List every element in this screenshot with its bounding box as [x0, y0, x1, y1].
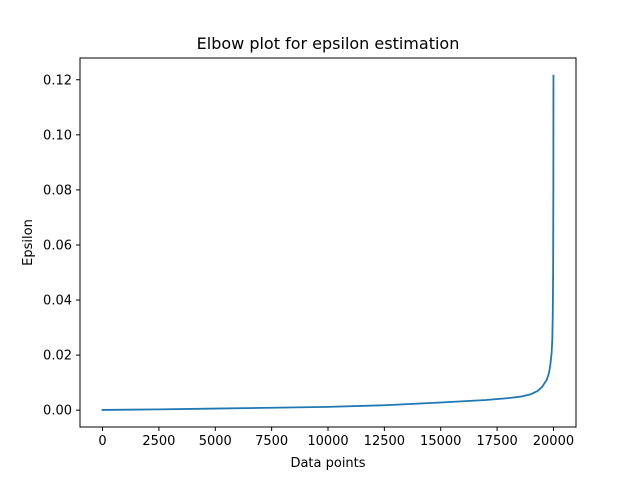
y-tick-label: 0.12 — [43, 73, 72, 88]
y-axis-label: Epsilon — [21, 219, 36, 266]
x-tick-label: 10000 — [307, 434, 348, 449]
x-tick-label: 20000 — [533, 434, 574, 449]
series-line — [101, 74, 555, 411]
y-tick-label: 0.10 — [43, 128, 72, 143]
x-tick-label: 5000 — [199, 434, 232, 449]
x-tick-label: 0 — [98, 434, 106, 449]
y-tick-label: 0.06 — [43, 238, 72, 253]
x-tick-label: 17500 — [476, 434, 517, 449]
x-tick-label: 2500 — [142, 434, 175, 449]
y-tick-label: 0.08 — [43, 183, 72, 198]
y-tick-label: 0.02 — [43, 349, 72, 364]
chart-title: Elbow plot for epsilon estimation — [197, 34, 460, 53]
x-axis-label: Data points — [290, 456, 365, 471]
plot-frame — [79, 57, 577, 428]
y-tick-label: 0.00 — [43, 404, 72, 419]
x-tick-label: 12500 — [364, 434, 405, 449]
plot-area — [80, 58, 576, 427]
y-tick-label: 0.04 — [43, 294, 72, 309]
x-tick-label: 15000 — [420, 434, 461, 449]
y-axis-ticks: 0.00 0.02 0.04 0.06 0.08 0.10 0.12 — [43, 73, 80, 419]
x-axis-ticks: 0 2500 5000 7500 10000 12500 15000 17500 20000 — [98, 427, 574, 449]
x-tick-label: 7500 — [255, 434, 288, 449]
series-layer — [101, 74, 555, 411]
